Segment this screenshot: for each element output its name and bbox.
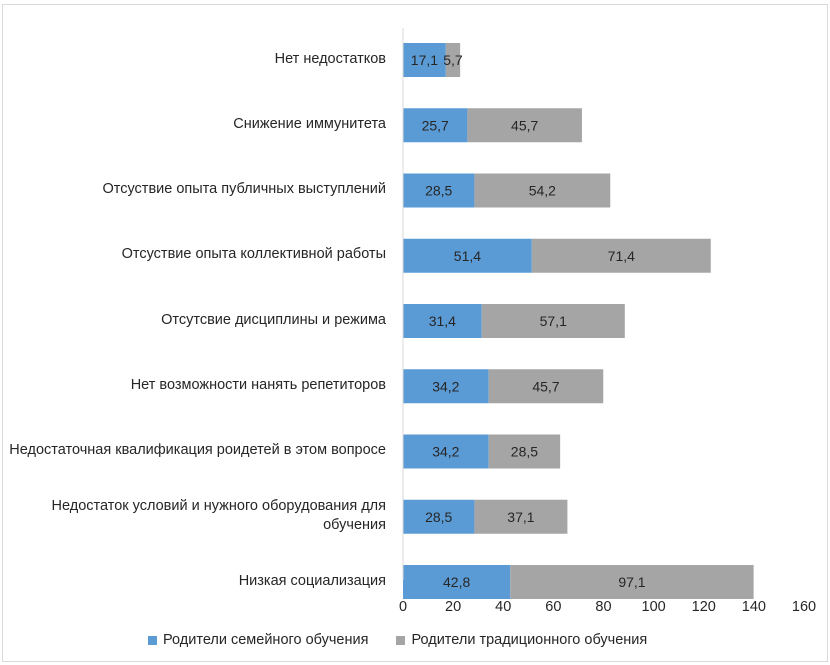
- data-label-family-5: 34,2: [432, 378, 459, 394]
- category-label-0: Нет недостатков: [274, 50, 386, 67]
- bar-family-5: [403, 369, 489, 404]
- bar-family-2: [403, 173, 475, 208]
- category-label-3: Отсуствие опыта коллективной работы: [121, 246, 386, 263]
- x-tick-label-5: 100: [642, 599, 666, 615]
- data-label-traditional-0: 5,7: [443, 52, 463, 68]
- x-tick-label-1: 20: [445, 599, 461, 615]
- data-label-traditional-8: 97,1: [618, 574, 645, 590]
- category-label-4: Отсутсвие дисциплины и режима: [161, 311, 386, 328]
- x-tick-label-8: 160: [792, 599, 816, 615]
- category-label-1: Снижение иммунитета: [233, 115, 386, 132]
- x-tick-label-2: 40: [495, 599, 511, 615]
- bar-traditional-8: [510, 565, 754, 599]
- data-label-traditional-3: 71,4: [608, 248, 635, 264]
- x-tick-label-7: 140: [742, 599, 766, 615]
- bar-family-7: [403, 499, 475, 534]
- bar-family-1: [403, 108, 468, 143]
- bar-family-8: [403, 565, 511, 599]
- legend: Родители семейного обучения Родители тра…: [148, 630, 647, 650]
- data-label-traditional-5: 45,7: [532, 378, 559, 394]
- bar-traditional-2: [474, 173, 611, 208]
- legend-item-family: Родители семейного обучения: [148, 632, 368, 648]
- legend-swatch-traditional: [396, 635, 406, 645]
- category-label-2: Отсуствие опыта публичных выступлений: [102, 181, 386, 197]
- data-label-family-7: 28,5: [425, 509, 452, 525]
- bar-traditional-1: [467, 108, 582, 143]
- x-tick-label-6: 120: [692, 599, 716, 615]
- data-label-traditional-7: 37,1: [507, 509, 534, 525]
- data-label-family-3: 51,4: [454, 248, 481, 264]
- bar-traditional-3: [531, 238, 711, 273]
- x-tick-label-3: 60: [545, 599, 561, 615]
- data-label-family-8: 42,8: [443, 574, 470, 590]
- legend-item-traditional: Родители традиционного обучения: [396, 632, 647, 648]
- data-label-family-6: 34,2: [432, 444, 459, 460]
- bar-traditional-7: [474, 499, 568, 534]
- bar-traditional-0: [445, 43, 461, 77]
- data-label-traditional-2: 54,2: [529, 183, 556, 199]
- bar-traditional-6: [488, 434, 561, 469]
- data-label-family-2: 28,5: [425, 183, 452, 199]
- data-label-family-1: 25,7: [422, 117, 449, 133]
- x-tick-label-4: 80: [595, 599, 611, 615]
- bar-family-6: [403, 434, 489, 469]
- data-label-traditional-6: 28,5: [511, 444, 538, 460]
- bar-family-4: [403, 304, 482, 338]
- bar-family-0: [403, 43, 446, 77]
- bar-traditional-5: [488, 369, 604, 404]
- legend-label-family: Родители семейного обучения: [163, 632, 369, 648]
- data-label-family-0: 17,1: [411, 52, 438, 68]
- legend-label-traditional: Родители традиционного обучения: [411, 632, 648, 648]
- category-label-7: Недостаток условий и нужного оборудовани…: [51, 497, 386, 533]
- x-tick-labels: 0 20 40 60 80 100 120 140 160: [399, 599, 816, 615]
- data-label-family-4: 31,4: [429, 313, 456, 329]
- bars-layer: 17,1 5,7 25,7 45,7 28,5 54,2 51,4 71,4 31,4 57,1 3…: [403, 43, 754, 599]
- category-label-8: Низкая социализация: [238, 572, 386, 589]
- data-label-traditional-4: 57,1: [540, 313, 567, 329]
- bar-traditional-4: [481, 304, 625, 338]
- data-label-traditional-1: 45,7: [511, 117, 538, 133]
- category-label-5: Нет возможности нанять репетиторов: [130, 376, 386, 393]
- x-tick-label-0: 0: [399, 599, 407, 615]
- bar-family-3: [403, 238, 532, 273]
- category-label-6: Недостаточная квалификация роидетей в эт…: [9, 442, 386, 458]
- legend-swatch-family: [148, 635, 157, 645]
